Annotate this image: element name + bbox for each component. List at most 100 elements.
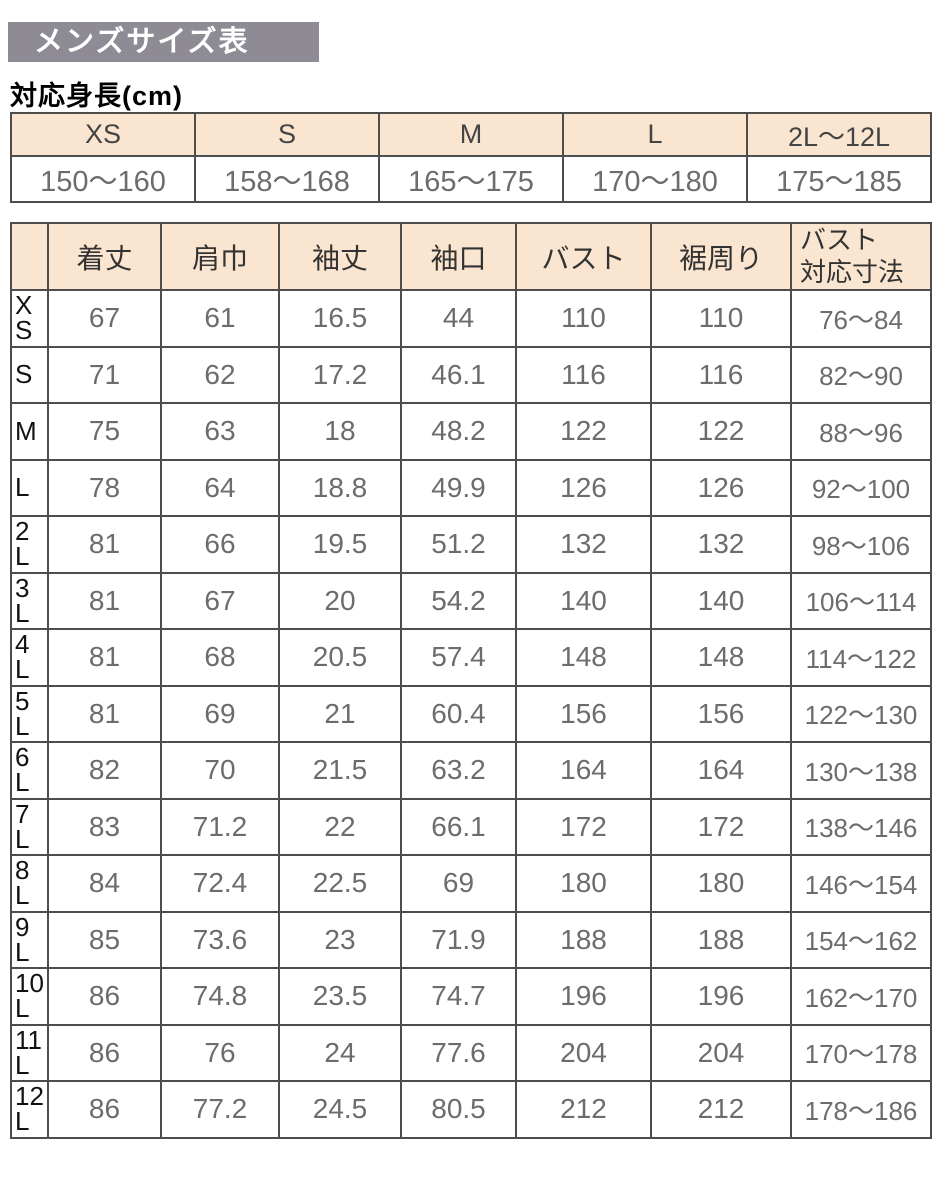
cell-bust: 188 xyxy=(515,910,652,969)
cell-garment-length: 82 xyxy=(47,741,162,800)
size-label-cell: 8 L xyxy=(10,854,49,913)
cell-cuff: 51.2 xyxy=(400,515,517,574)
cell-shoulder-width: 69 xyxy=(160,684,280,743)
size-table-header-row: 着丈 肩巾 袖丈 袖口 バスト 裾周り バスト 対応寸法 xyxy=(10,222,932,291)
size-header-garment-length: 着丈 xyxy=(47,222,162,291)
size-table-row: 12 L 86 77.2 24.5 80.5 212 212 178～186 xyxy=(10,1080,932,1139)
cell-garment-length: 81 xyxy=(47,515,162,574)
cell-bust-range: 178～186 xyxy=(790,1080,932,1139)
size-header-bust: バスト xyxy=(515,222,652,291)
cell-shoulder-width: 64 xyxy=(160,458,280,517)
size-label-cell: 11 L xyxy=(10,1023,49,1082)
size-label-cell: 10 L xyxy=(10,967,49,1026)
cell-cuff: 77.6 xyxy=(400,1023,517,1082)
cell-cuff: 74.7 xyxy=(400,967,517,1026)
cell-cuff: 54.2 xyxy=(400,571,517,630)
cell-sleeve-length: 22 xyxy=(278,797,402,856)
size-table: 着丈 肩巾 袖丈 袖口 バスト 裾周り バスト 対応寸法 X S 67 61 1… xyxy=(10,222,932,1139)
cell-sleeve-length: 22.5 xyxy=(278,854,402,913)
size-header-hem: 裾周り xyxy=(650,222,792,291)
size-table-row: M 75 63 18 48.2 122 122 88～96 xyxy=(10,402,932,461)
cell-garment-length: 75 xyxy=(47,402,162,461)
size-label-cell: 9 L xyxy=(10,910,49,969)
cell-shoulder-width: 77.2 xyxy=(160,1080,280,1139)
cell-cuff: 57.4 xyxy=(400,628,517,687)
height-value-m: 165～175 xyxy=(378,155,564,203)
cell-hem: 212 xyxy=(650,1080,792,1139)
cell-cuff: 69 xyxy=(400,854,517,913)
cell-hem: 110 xyxy=(650,289,792,348)
cell-bust-range: 122～130 xyxy=(790,684,932,743)
size-table-row: S 71 62 17.2 46.1 116 116 82～90 xyxy=(10,345,932,404)
cell-sleeve-length: 17.2 xyxy=(278,345,402,404)
cell-hem: 122 xyxy=(650,402,792,461)
cell-sleeve-length: 21.5 xyxy=(278,741,402,800)
size-label-cell: 5 L xyxy=(10,684,49,743)
height-value-xs: 150～160 xyxy=(10,155,196,203)
cell-cuff: 46.1 xyxy=(400,345,517,404)
cell-bust: 148 xyxy=(515,628,652,687)
size-label-cell: 4 L xyxy=(10,628,49,687)
cell-bust-range: 138～146 xyxy=(790,797,932,856)
cell-bust: 212 xyxy=(515,1080,652,1139)
size-label-cell: 12 L xyxy=(10,1080,49,1139)
size-label-cell: L xyxy=(10,458,49,517)
cell-hem: 156 xyxy=(650,684,792,743)
cell-sleeve-length: 21 xyxy=(278,684,402,743)
cell-garment-length: 78 xyxy=(47,458,162,517)
cell-bust: 122 xyxy=(515,402,652,461)
size-table-row: 3 L 81 67 20 54.2 140 140 106～114 xyxy=(10,571,932,630)
cell-cuff: 44 xyxy=(400,289,517,348)
page-title: メンズサイズ表 xyxy=(8,22,319,62)
cell-sleeve-length: 18 xyxy=(278,402,402,461)
size-table-row: 10 L 86 74.8 23.5 74.7 196 196 162～170 xyxy=(10,967,932,1026)
height-table-value-row: 150～160 158～168 165～175 170～180 175～185 xyxy=(10,155,932,203)
cell-hem: 180 xyxy=(650,854,792,913)
cell-hem: 140 xyxy=(650,571,792,630)
cell-bust-range: 98～106 xyxy=(790,515,932,574)
cell-bust-range: 114～122 xyxy=(790,628,932,687)
cell-bust-range: 82～90 xyxy=(790,345,932,404)
cell-bust-range: 146～154 xyxy=(790,854,932,913)
cell-shoulder-width: 66 xyxy=(160,515,280,574)
cell-hem: 148 xyxy=(650,628,792,687)
cell-shoulder-width: 76 xyxy=(160,1023,280,1082)
cell-garment-length: 85 xyxy=(47,910,162,969)
height-value-l: 170～180 xyxy=(562,155,748,203)
height-table-header-row: XS S M L 2L～12L xyxy=(10,112,932,157)
height-table: XS S M L 2L～12L 150～160 158～168 165～175 … xyxy=(10,112,932,203)
cell-bust: 116 xyxy=(515,345,652,404)
cell-bust: 132 xyxy=(515,515,652,574)
cell-sleeve-length: 23 xyxy=(278,910,402,969)
size-table-row: 9 L 85 73.6 23 71.9 188 188 154～162 xyxy=(10,910,932,969)
cell-hem: 172 xyxy=(650,797,792,856)
cell-bust: 180 xyxy=(515,854,652,913)
cell-garment-length: 67 xyxy=(47,289,162,348)
size-label-cell: S xyxy=(10,345,49,404)
size-label-cell: 3 L xyxy=(10,571,49,630)
cell-cuff: 80.5 xyxy=(400,1080,517,1139)
size-header-shoulder-width: 肩巾 xyxy=(160,222,280,291)
cell-bust: 172 xyxy=(515,797,652,856)
cell-shoulder-width: 74.8 xyxy=(160,967,280,1026)
cell-sleeve-length: 19.5 xyxy=(278,515,402,574)
cell-shoulder-width: 61 xyxy=(160,289,280,348)
height-header-l: L xyxy=(562,112,748,157)
cell-bust-range: 92～100 xyxy=(790,458,932,517)
cell-sleeve-length: 20 xyxy=(278,571,402,630)
height-value-2l12l: 175～185 xyxy=(746,155,932,203)
size-header-bust-range: バスト 対応寸法 xyxy=(790,222,932,291)
cell-garment-length: 86 xyxy=(47,1023,162,1082)
cell-sleeve-length: 20.5 xyxy=(278,628,402,687)
cell-bust-range: 170～178 xyxy=(790,1023,932,1082)
cell-bust: 204 xyxy=(515,1023,652,1082)
cell-garment-length: 71 xyxy=(47,345,162,404)
cell-shoulder-width: 63 xyxy=(160,402,280,461)
height-header-xs: XS xyxy=(10,112,196,157)
cell-hem: 188 xyxy=(650,910,792,969)
cell-cuff: 66.1 xyxy=(400,797,517,856)
cell-bust: 196 xyxy=(515,967,652,1026)
cell-bust: 126 xyxy=(515,458,652,517)
size-label-cell: M xyxy=(10,402,49,461)
